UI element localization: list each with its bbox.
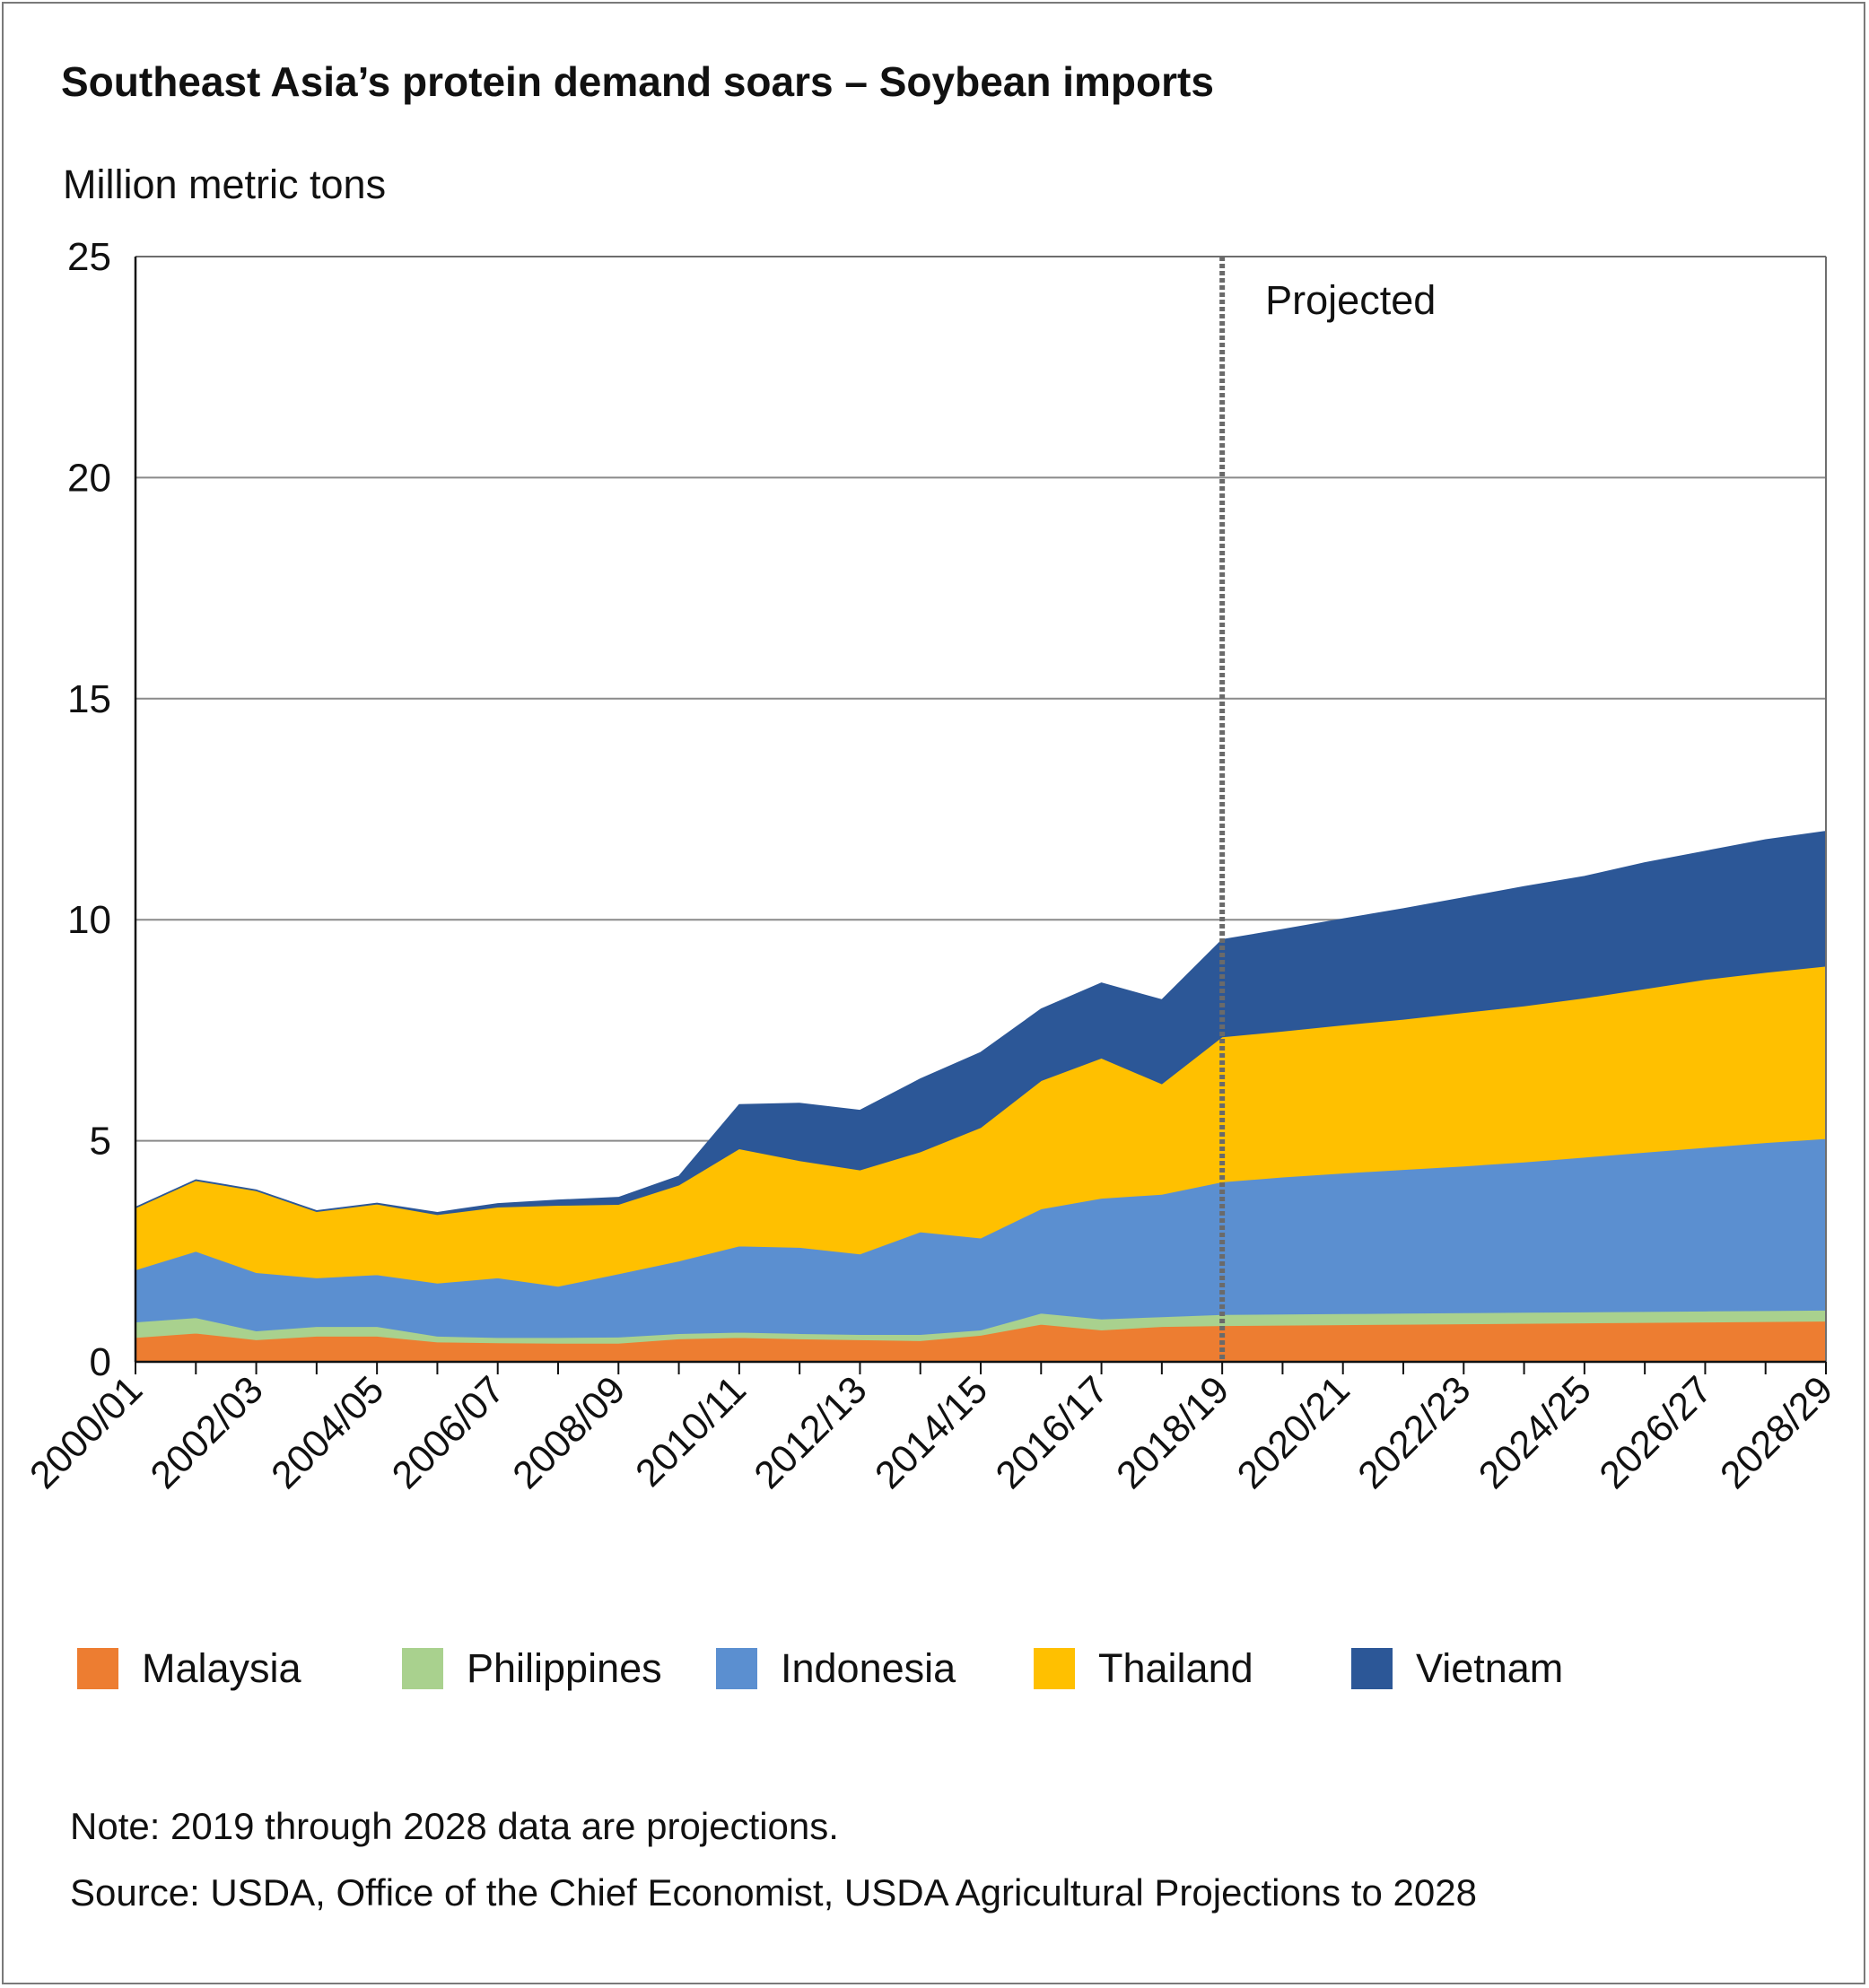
x-tick-label-2014-15: 2014/15 <box>867 1368 996 1497</box>
y-axis-label: Million metric tons <box>63 161 387 207</box>
x-tick-label-2026-27: 2026/27 <box>1592 1368 1721 1497</box>
x-tick-label-2006-07: 2006/07 <box>384 1368 513 1497</box>
y-tick-label-0: 0 <box>90 1340 111 1384</box>
legend-item-vietnam: Vietnam <box>1351 1642 1563 1696</box>
legend-label-thailand: Thailand <box>1098 1645 1253 1691</box>
legend-swatch-philippines <box>402 1648 443 1689</box>
legend-label-philippines: Philippines <box>467 1645 662 1691</box>
chart-title: Southeast Asia’s protein demand soars – … <box>61 58 1214 105</box>
legend-swatch-thailand <box>1034 1648 1075 1689</box>
x-tick-label-2016-17: 2016/17 <box>988 1368 1117 1497</box>
legend-item-philippines: Philippines <box>402 1642 662 1696</box>
legend: Malaysia Philippines Indonesia Thailand … <box>0 1642 1869 1696</box>
y-tick-label-15: 15 <box>67 677 111 721</box>
x-tick-label-2018-19: 2018/19 <box>1108 1368 1237 1497</box>
y-tick-label-5: 5 <box>90 1120 111 1164</box>
legend-label-vietnam: Vietnam <box>1416 1645 1564 1691</box>
x-tick-label-2008-09: 2008/09 <box>505 1368 634 1497</box>
x-tick-label-2002-03: 2002/03 <box>143 1368 272 1497</box>
legend-item-thailand: Thailand <box>1034 1642 1253 1696</box>
x-tick-label-2028-29: 2028/29 <box>1712 1368 1841 1497</box>
y-tick-label-25: 25 <box>67 235 111 279</box>
x-tick-label-2022-23: 2022/23 <box>1350 1368 1480 1497</box>
legend-swatch-malaysia <box>77 1648 118 1689</box>
projection-label: Projected <box>1265 277 1436 323</box>
legend-label-indonesia: Indonesia <box>781 1645 956 1691</box>
chart-source: Source: USDA, Office of the Chief Econom… <box>70 1871 1477 1914</box>
legend-label-malaysia: Malaysia <box>142 1645 301 1691</box>
y-tick-label-10: 10 <box>67 898 111 942</box>
x-tick-label-2004-05: 2004/05 <box>263 1368 392 1497</box>
chart-plot: 05101520252000/012002/032004/052006/0720… <box>22 235 1841 1497</box>
legend-swatch-vietnam <box>1351 1648 1393 1689</box>
legend-item-malaysia: Malaysia <box>77 1642 301 1696</box>
x-tick-label-2010-11: 2010/11 <box>627 1368 755 1495</box>
x-tick-label-2000-01: 2000/01 <box>22 1368 151 1497</box>
y-tick-label-20: 20 <box>67 456 111 500</box>
legend-item-indonesia: Indonesia <box>716 1642 956 1696</box>
x-tick-label-2024-25: 2024/25 <box>1471 1368 1600 1497</box>
x-tick-label-2012-13: 2012/13 <box>747 1368 876 1497</box>
x-tick-label-2020-21: 2020/21 <box>1229 1368 1358 1497</box>
chart-note: Note: 2019 through 2028 data are project… <box>70 1805 839 1847</box>
legend-swatch-indonesia <box>716 1648 757 1689</box>
